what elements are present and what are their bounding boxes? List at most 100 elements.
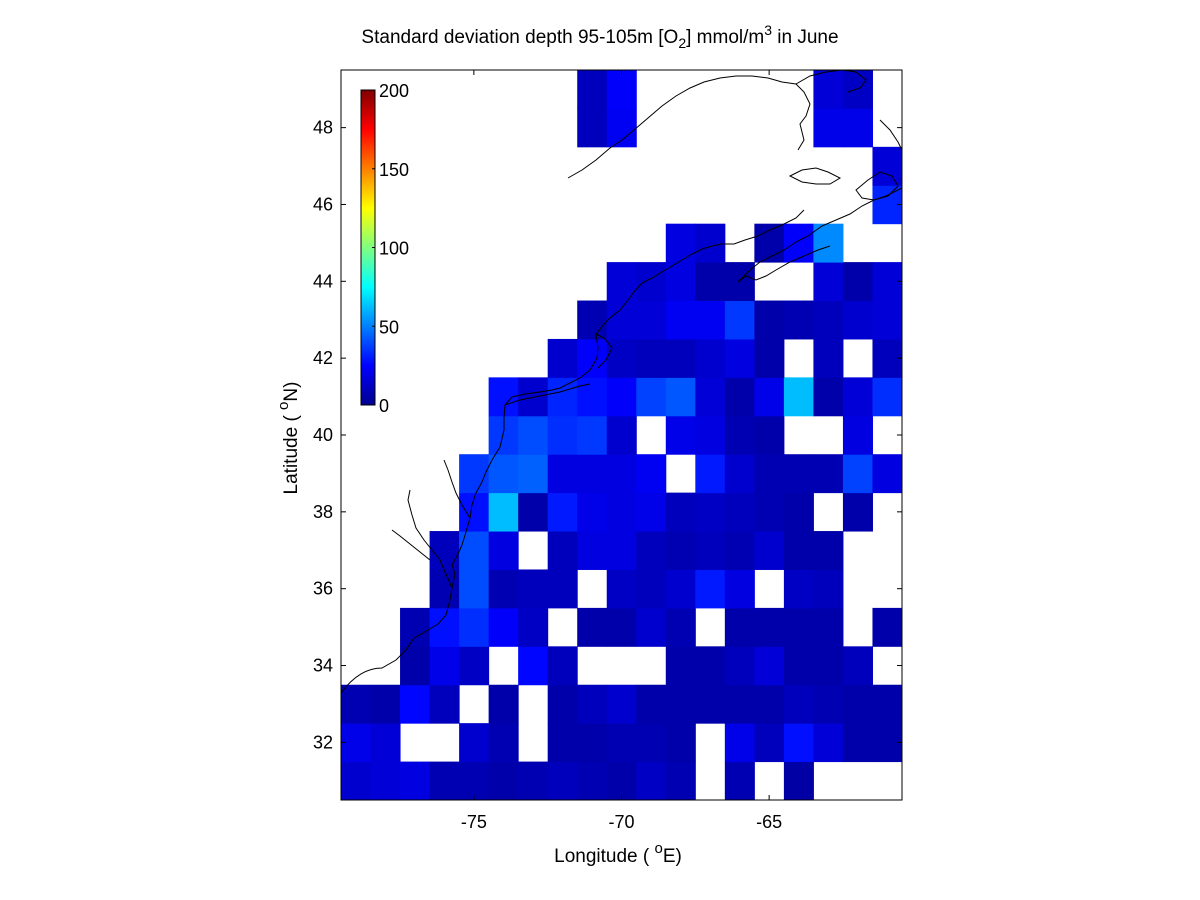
heatmap-cell (518, 377, 549, 417)
heatmap-cell (842, 300, 873, 340)
heatmap-cell (813, 646, 844, 686)
heatmap-cell (606, 492, 637, 532)
coastline-long-island (504, 383, 591, 406)
heatmap-cell (577, 70, 608, 109)
colorbar-tick-labels: 0 50 100 150 200 (379, 81, 409, 416)
title-superscript: 3 (764, 22, 773, 38)
heatmap-cell (636, 531, 667, 570)
heatmap-cell (724, 569, 755, 609)
heatmap-cell (813, 607, 844, 647)
heatmap-cell (695, 223, 726, 263)
y-tick-label: 32 (313, 732, 333, 752)
heatmap-cell (547, 338, 578, 378)
heatmap-cell (695, 646, 726, 686)
heatmap-cell (695, 300, 726, 340)
heatmap-cell (754, 338, 785, 378)
heatmap-cell (695, 569, 726, 609)
heatmap-cell (577, 415, 608, 455)
heatmap-cell (695, 531, 726, 570)
heatmap-cell (636, 684, 667, 724)
heatmap-cell (577, 377, 608, 417)
heatmap-cell (783, 377, 814, 417)
heatmap-cell (577, 723, 608, 763)
y-tick-label: 42 (313, 348, 333, 368)
heatmap-cell (842, 646, 873, 686)
heatmap-cell (813, 338, 844, 378)
heatmap-cell (754, 684, 785, 724)
heatmap-cell (902, 608, 932, 647)
heatmap-cell (606, 262, 637, 302)
heatmap-cell (813, 723, 844, 763)
heatmap-cell (842, 377, 873, 417)
title-subscript: 2 (678, 35, 687, 51)
heatmap-cell (754, 300, 785, 340)
coastline-gulf-st-lawrence (567, 75, 811, 179)
heatmap-cell (606, 454, 637, 494)
heatmap-cell (842, 108, 873, 148)
heatmap-cell (547, 492, 578, 532)
heatmap-cell (665, 646, 696, 686)
heatmap-cell (665, 223, 696, 263)
heatmap-cell (813, 454, 844, 494)
heatmap-cell (636, 607, 667, 647)
heatmap-cell (872, 607, 902, 647)
heatmap-cell (783, 454, 814, 494)
heatmap-cell (577, 607, 608, 647)
heatmap-cell (665, 531, 696, 570)
heatmap-cell (636, 377, 667, 417)
heatmap-cell (400, 684, 431, 724)
heatmap-cell (842, 723, 873, 763)
heatmap-cell (665, 761, 696, 800)
heatmap-cell (577, 300, 608, 340)
heatmap-cell (606, 300, 637, 340)
heatmap-cell (459, 607, 490, 647)
heatmap-cell (636, 723, 667, 763)
y-axis-label: Latitude ( oN) (275, 382, 302, 495)
heatmap-cell (842, 684, 873, 724)
heatmap-cell (459, 531, 490, 570)
heatmap-cell (724, 300, 755, 340)
colorbar-tick-label: 100 (379, 239, 409, 259)
heatmap-cell (547, 684, 578, 724)
heatmap-cell (341, 684, 372, 724)
heatmap-cell (606, 108, 637, 148)
heatmap-cell (813, 569, 844, 609)
heatmap-cell (783, 646, 814, 686)
heatmap-cell (813, 108, 844, 148)
x-tick-label: -75 (461, 812, 487, 832)
heatmap-cell (813, 223, 844, 263)
heatmap-cell (577, 492, 608, 532)
heatmap-cell (754, 415, 785, 455)
heatmap-cell (488, 531, 519, 570)
heatmap-cell (577, 338, 608, 378)
heatmap-cell (459, 761, 490, 800)
heatmap-cell (665, 723, 696, 763)
y-tick-label: 44 (313, 271, 333, 291)
heatmap-cell (636, 569, 667, 609)
heatmap-cell (370, 684, 401, 724)
heatmap-cell (606, 70, 637, 109)
heatmap-cell (695, 262, 726, 302)
x-axis-label: Longitude ( oE) (554, 840, 682, 867)
heatmap-cell (606, 338, 637, 378)
heatmap-cell (577, 684, 608, 724)
heatmap-cell (724, 761, 755, 800)
page-title: Standard deviation depth 95-105m [O2] mm… (0, 22, 1200, 51)
heatmap-cell (577, 761, 608, 800)
heatmap-cell (341, 761, 372, 800)
heatmap-cell (783, 723, 814, 763)
heatmap-cell (665, 569, 696, 609)
colorbar-tick-label: 0 (379, 396, 389, 416)
heatmap-cell (724, 454, 755, 494)
heatmap-cell (724, 723, 755, 763)
heatmap-cell (695, 338, 726, 378)
heatmap-cell (400, 761, 431, 800)
coastline-gaspe (795, 70, 867, 93)
colorbar-tick-label: 200 (379, 81, 409, 101)
heatmap-cell (459, 646, 490, 686)
heatmap-cell (518, 607, 549, 647)
heatmap-cell (724, 531, 755, 570)
coastline (341, 70, 902, 694)
coastline-cape-cod (595, 333, 613, 369)
